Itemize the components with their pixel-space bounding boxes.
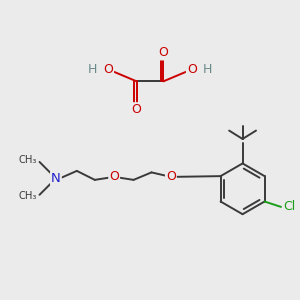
Text: N: N: [51, 172, 61, 185]
Text: CH₃: CH₃: [19, 155, 37, 166]
Text: O: O: [166, 170, 176, 183]
Text: H: H: [202, 63, 212, 76]
Text: Cl: Cl: [283, 200, 296, 213]
Text: O: O: [158, 46, 168, 59]
Text: O: O: [187, 63, 197, 76]
Text: O: O: [132, 103, 142, 116]
Text: O: O: [109, 170, 119, 183]
Text: H: H: [88, 63, 98, 76]
Text: CH₃: CH₃: [19, 191, 37, 201]
Text: O: O: [103, 63, 113, 76]
